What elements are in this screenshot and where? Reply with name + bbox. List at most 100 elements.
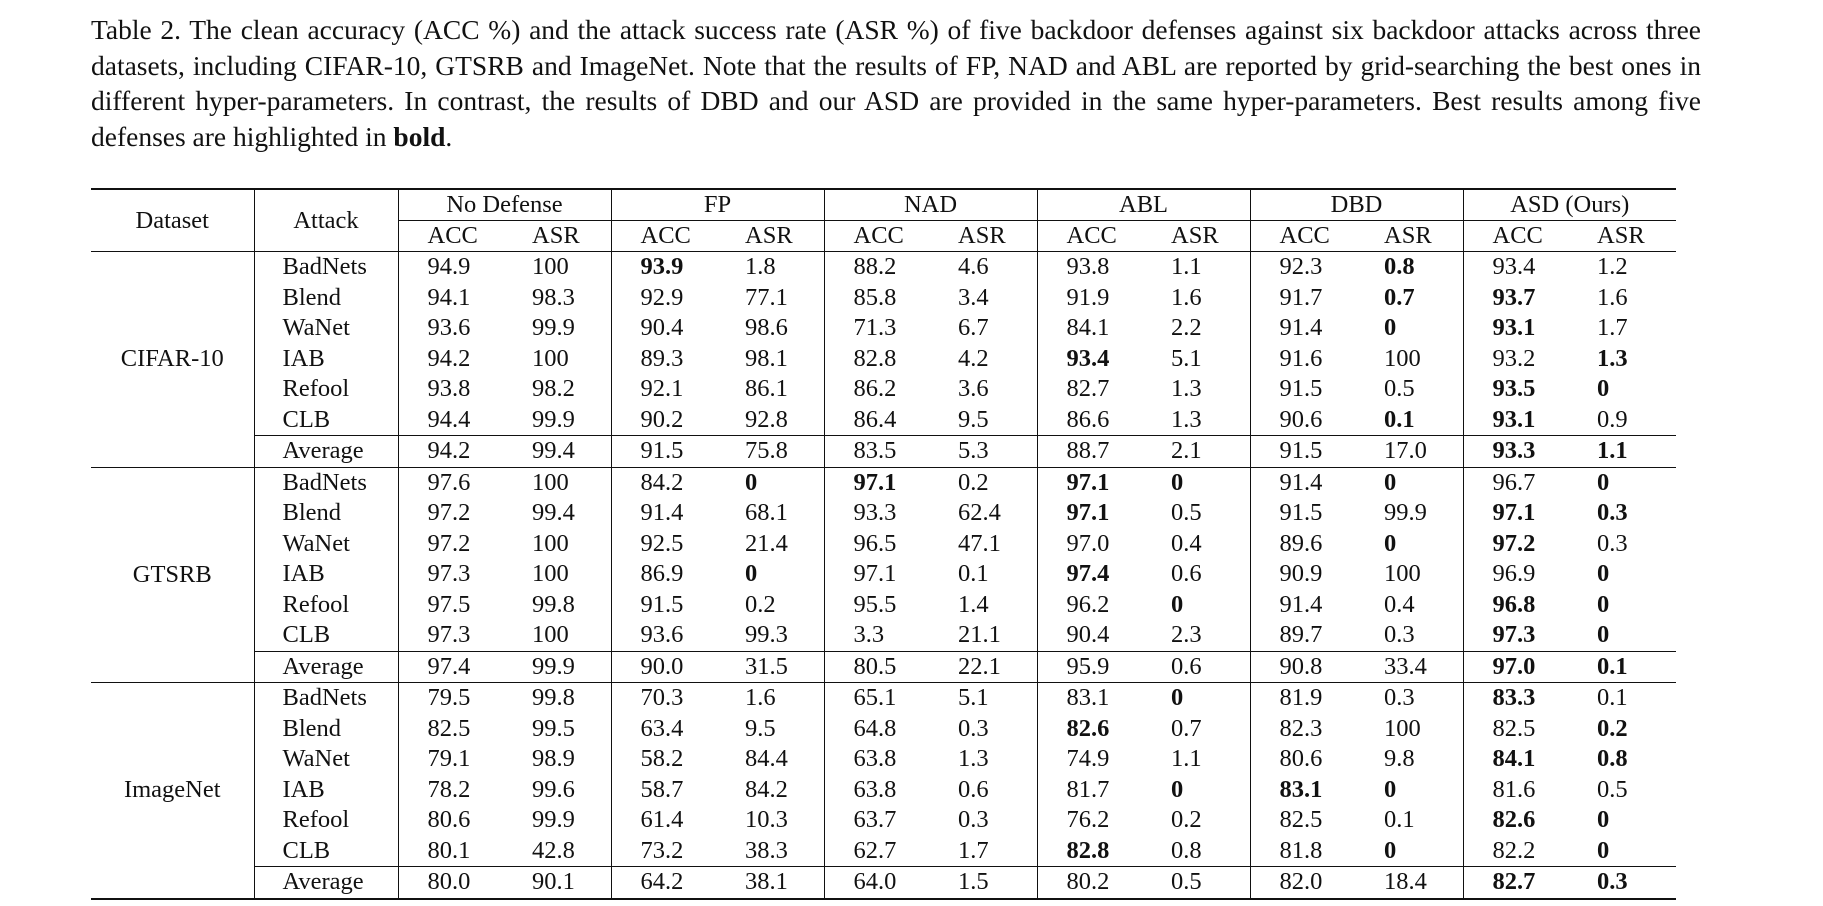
- table-row: CLB 97.3 100 93.6 99.3 3.3 21.1 90.4 2.3 89.7 0.3 9…: [91, 620, 1676, 651]
- acc-cell: 83.5: [824, 435, 929, 468]
- acc-cell: 86.9: [640, 560, 684, 587]
- asr-cell: 0.2: [1142, 805, 1251, 836]
- table-row: IAB 94.2 100 89.3 98.1 82.8 4.2 93.4 5.1 91.6 100 9…: [91, 343, 1676, 374]
- group-header: ABL: [1037, 188, 1251, 221]
- asr-cell: 0: [1597, 836, 1610, 864]
- metric-header: ASR: [1568, 220, 1676, 252]
- asr-cell: 0: [1355, 774, 1464, 805]
- acc-cell: 82.6: [1492, 806, 1536, 833]
- attack-cell: WaNet: [254, 528, 399, 559]
- acc-cell: 91.9: [1066, 283, 1110, 311]
- acc-cell: 81.6: [1492, 775, 1536, 803]
- acc-cell: 94.2: [398, 435, 503, 468]
- acc-cell: 92.9: [640, 283, 684, 311]
- asr-cell: 99.8: [503, 589, 612, 620]
- acc-cell: 92.1: [640, 375, 684, 402]
- acc-cell: 82.5: [1492, 714, 1536, 742]
- asr-cell: 99.9: [503, 650, 612, 683]
- table-row: Blend 94.1 98.3 92.9 77.1 85.8 3.4 91.9 1.6 91.7 0…: [91, 282, 1676, 313]
- asr-cell: 0.3: [1568, 866, 1676, 900]
- acc-cell: 93.6: [427, 314, 471, 341]
- table-row: Blend 97.2 99.4 91.4 68.1 93.3 62.4 97.1 0.5 91.5…: [91, 498, 1676, 529]
- asr-cell: 0.8: [1597, 745, 1628, 772]
- acc-cell: 80.6: [1279, 745, 1323, 772]
- acc-cell: 91.5: [611, 435, 716, 468]
- asr-cell: 22.1: [929, 650, 1038, 683]
- asr-cell: 1.7: [1597, 314, 1628, 341]
- group-header: DBD: [1250, 188, 1464, 221]
- asr-cell: 98.1: [716, 343, 825, 374]
- asr-cell: 0.6: [1142, 650, 1251, 683]
- asr-cell: 99.5: [503, 713, 612, 744]
- asr-cell: 2.1: [1142, 435, 1251, 468]
- acc-cell: 91.4: [1279, 590, 1323, 618]
- asr-cell: 100: [1355, 343, 1464, 374]
- acc-cell: 65.1: [853, 684, 897, 711]
- metric-header: ASR: [716, 220, 825, 252]
- acc-cell: 96.7: [1492, 468, 1536, 496]
- asr-cell: 47.1: [929, 528, 1038, 559]
- acc-cell: 90.0: [611, 650, 716, 683]
- attack-cell: CLB: [254, 404, 399, 436]
- group-header: ASD (Ours): [1463, 188, 1676, 221]
- acc-cell: 90.8: [1250, 650, 1355, 683]
- asr-cell: 1.1: [1142, 744, 1251, 775]
- acc-cell: 83.3: [1492, 684, 1536, 711]
- acc-cell: 94.4: [427, 405, 471, 433]
- acc-cell: 96.9: [1492, 560, 1536, 587]
- group-header: FP: [611, 188, 825, 221]
- acc-cell: 97.1: [853, 468, 897, 496]
- asr-cell: 0.4: [1355, 589, 1464, 620]
- asr-cell: 0.7: [1142, 713, 1251, 744]
- asr-cell: 1.4: [929, 589, 1038, 620]
- asr-cell: 100: [503, 559, 612, 590]
- acc-cell: 88.7: [1037, 435, 1142, 468]
- asr-cell: 0: [1355, 835, 1464, 867]
- attack-cell: Refool: [254, 805, 399, 836]
- attack-cell: BadNets: [254, 251, 399, 283]
- asr-cell: 98.6: [716, 313, 825, 344]
- acc-cell: 81.9: [1279, 684, 1323, 711]
- acc-cell: 86.4: [853, 405, 897, 433]
- acc-cell: 80.6: [427, 806, 471, 833]
- asr-cell: 100: [503, 343, 612, 374]
- asr-cell: 98.2: [503, 374, 612, 405]
- asr-cell: 2.2: [1142, 313, 1251, 344]
- asr-cell: 0: [1355, 313, 1464, 344]
- asr-cell: 0.2: [929, 467, 1038, 498]
- acc-cell: 63.7: [853, 806, 897, 833]
- acc-cell: 89.3: [640, 344, 684, 372]
- acc-cell: 82.7: [1066, 375, 1110, 402]
- asr-cell: 99.9: [1355, 498, 1464, 529]
- acc-cell: 93.4: [1066, 344, 1110, 372]
- acc-cell: 58.2: [640, 745, 684, 772]
- attack-cell: WaNet: [254, 313, 399, 344]
- asr-cell: 0.3: [1597, 499, 1628, 526]
- acc-cell: 89.6: [1279, 529, 1323, 557]
- asr-cell: 0: [1597, 375, 1610, 402]
- acc-cell: 82.8: [853, 344, 897, 372]
- table-row: CLB 80.1 42.8 73.2 38.3 62.7 1.7 82.8 0.8 81.8 0 82…: [91, 835, 1676, 867]
- acc-cell: 81.7: [1066, 775, 1110, 803]
- table-average-row: Average 80.0 90.1 64.2 38.1 64.0 1.5 80.2 0.5 82.…: [91, 866, 1676, 900]
- acc-cell: 91.4: [640, 499, 684, 526]
- asr-cell: 0: [1142, 589, 1251, 620]
- acc-cell: 91.6: [1279, 344, 1323, 372]
- attack-cell: Refool: [254, 374, 399, 405]
- attack-cell: IAB: [254, 559, 399, 590]
- asr-cell: 5.1: [929, 682, 1038, 714]
- dataset-cell: ImageNet: [91, 682, 255, 900]
- acc-cell: 93.6: [640, 621, 684, 648]
- acc-cell: 93.1: [1492, 314, 1536, 341]
- acc-cell: 90.4: [1066, 621, 1110, 648]
- asr-cell: 0.3: [929, 805, 1038, 836]
- asr-cell: 3.6: [929, 374, 1038, 405]
- acc-cell: 61.4: [640, 806, 684, 833]
- asr-cell: 1.5: [929, 866, 1038, 900]
- asr-cell: 0.1: [1355, 805, 1464, 836]
- acc-cell: 90.6: [1279, 405, 1323, 433]
- asr-cell: 1.6: [1142, 282, 1251, 313]
- acc-cell: 93.8: [1066, 253, 1110, 280]
- acc-cell: 84.1: [1066, 314, 1110, 341]
- asr-cell: 18.4: [1355, 866, 1464, 900]
